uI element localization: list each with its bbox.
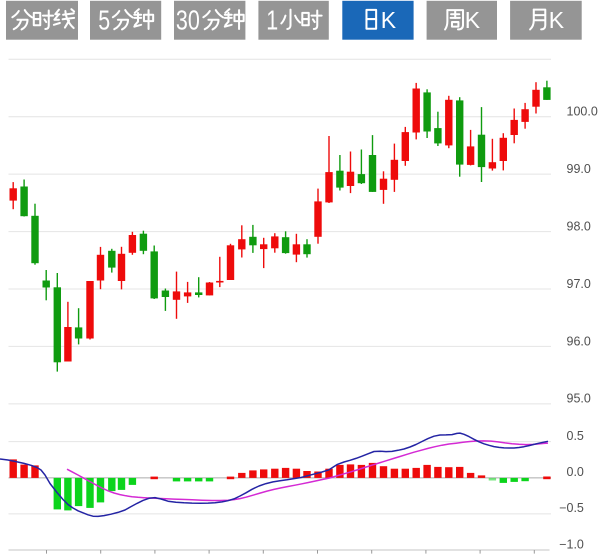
svg-text:1: 1	[266, 6, 278, 36]
svg-text:K: K	[381, 7, 397, 33]
svg-text:96.0: 96.0	[567, 334, 591, 348]
svg-text:K: K	[465, 7, 481, 33]
svg-text:30: 30	[176, 6, 200, 36]
svg-text:98.0: 98.0	[567, 219, 591, 233]
svg-text:5: 5	[98, 6, 110, 36]
svg-text:97.0: 97.0	[567, 277, 591, 291]
svg-text:100.0: 100.0	[567, 104, 598, 118]
svg-text:−1.0: −1.0	[559, 537, 584, 551]
svg-text:99.0: 99.0	[567, 162, 591, 176]
svg-text:95.0: 95.0	[567, 392, 591, 406]
svg-text:0.0: 0.0	[567, 465, 584, 479]
svg-text:−0.5: −0.5	[559, 501, 584, 515]
svg-text:K: K	[549, 7, 565, 33]
svg-text:0.5: 0.5	[567, 429, 584, 443]
